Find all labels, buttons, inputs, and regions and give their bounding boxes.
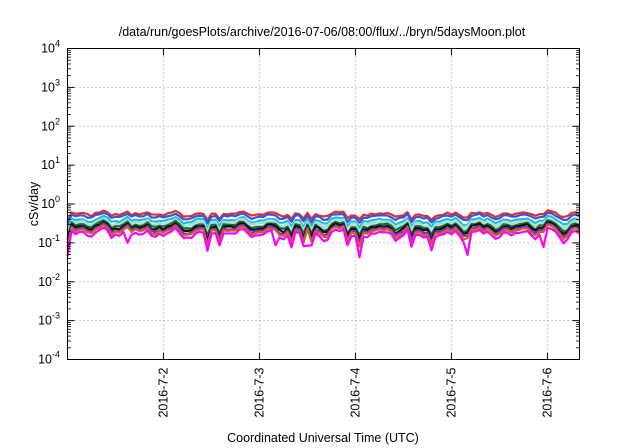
x-tick-labels: 2016-7-2 2016-7-3 2016-7-4 2016-7-5 2016-7-6 (157, 367, 555, 417)
y-tick-label: 100 (41, 194, 60, 211)
y-tick-label: 10-2 (38, 272, 60, 289)
x-tick-label: 2016-7-6 (541, 367, 555, 417)
y-tick-label: 103 (41, 77, 60, 94)
grid (67, 48, 580, 360)
y-tick-labels: 10-4 10-3 10-2 10-1 100 101 102 103 104 (38, 39, 60, 367)
series-line-3 (66, 214, 581, 231)
y-tick-label: 10-3 (38, 311, 60, 328)
x-axis-label: Coordinated Universal Time (UTC) (227, 431, 419, 445)
y-tick-label: 10-1 (38, 233, 60, 250)
x-tick-label: 2016-7-3 (253, 367, 267, 417)
axis-ticks (67, 48, 580, 360)
y-tick-label: 101 (41, 155, 60, 172)
series-line-7 (66, 221, 581, 244)
y-tick-label: 102 (41, 116, 60, 133)
chart-title: /data/run/goesPlots/archive/2016-07-06/0… (119, 25, 526, 39)
series-lines (66, 209, 581, 259)
y-axis-label: cSv/day (27, 181, 41, 226)
series-line-9 (66, 223, 581, 252)
series-line-10 (66, 226, 581, 259)
x-tick-label: 2016-7-4 (349, 367, 363, 417)
y-tick-label: 104 (41, 39, 60, 56)
y-tick-label: 10-4 (38, 350, 60, 367)
series-line-2 (66, 211, 580, 226)
x-tick-label: 2016-7-2 (157, 367, 171, 417)
series-line-1 (66, 209, 580, 222)
x-tick-label: 2016-7-5 (445, 367, 459, 417)
